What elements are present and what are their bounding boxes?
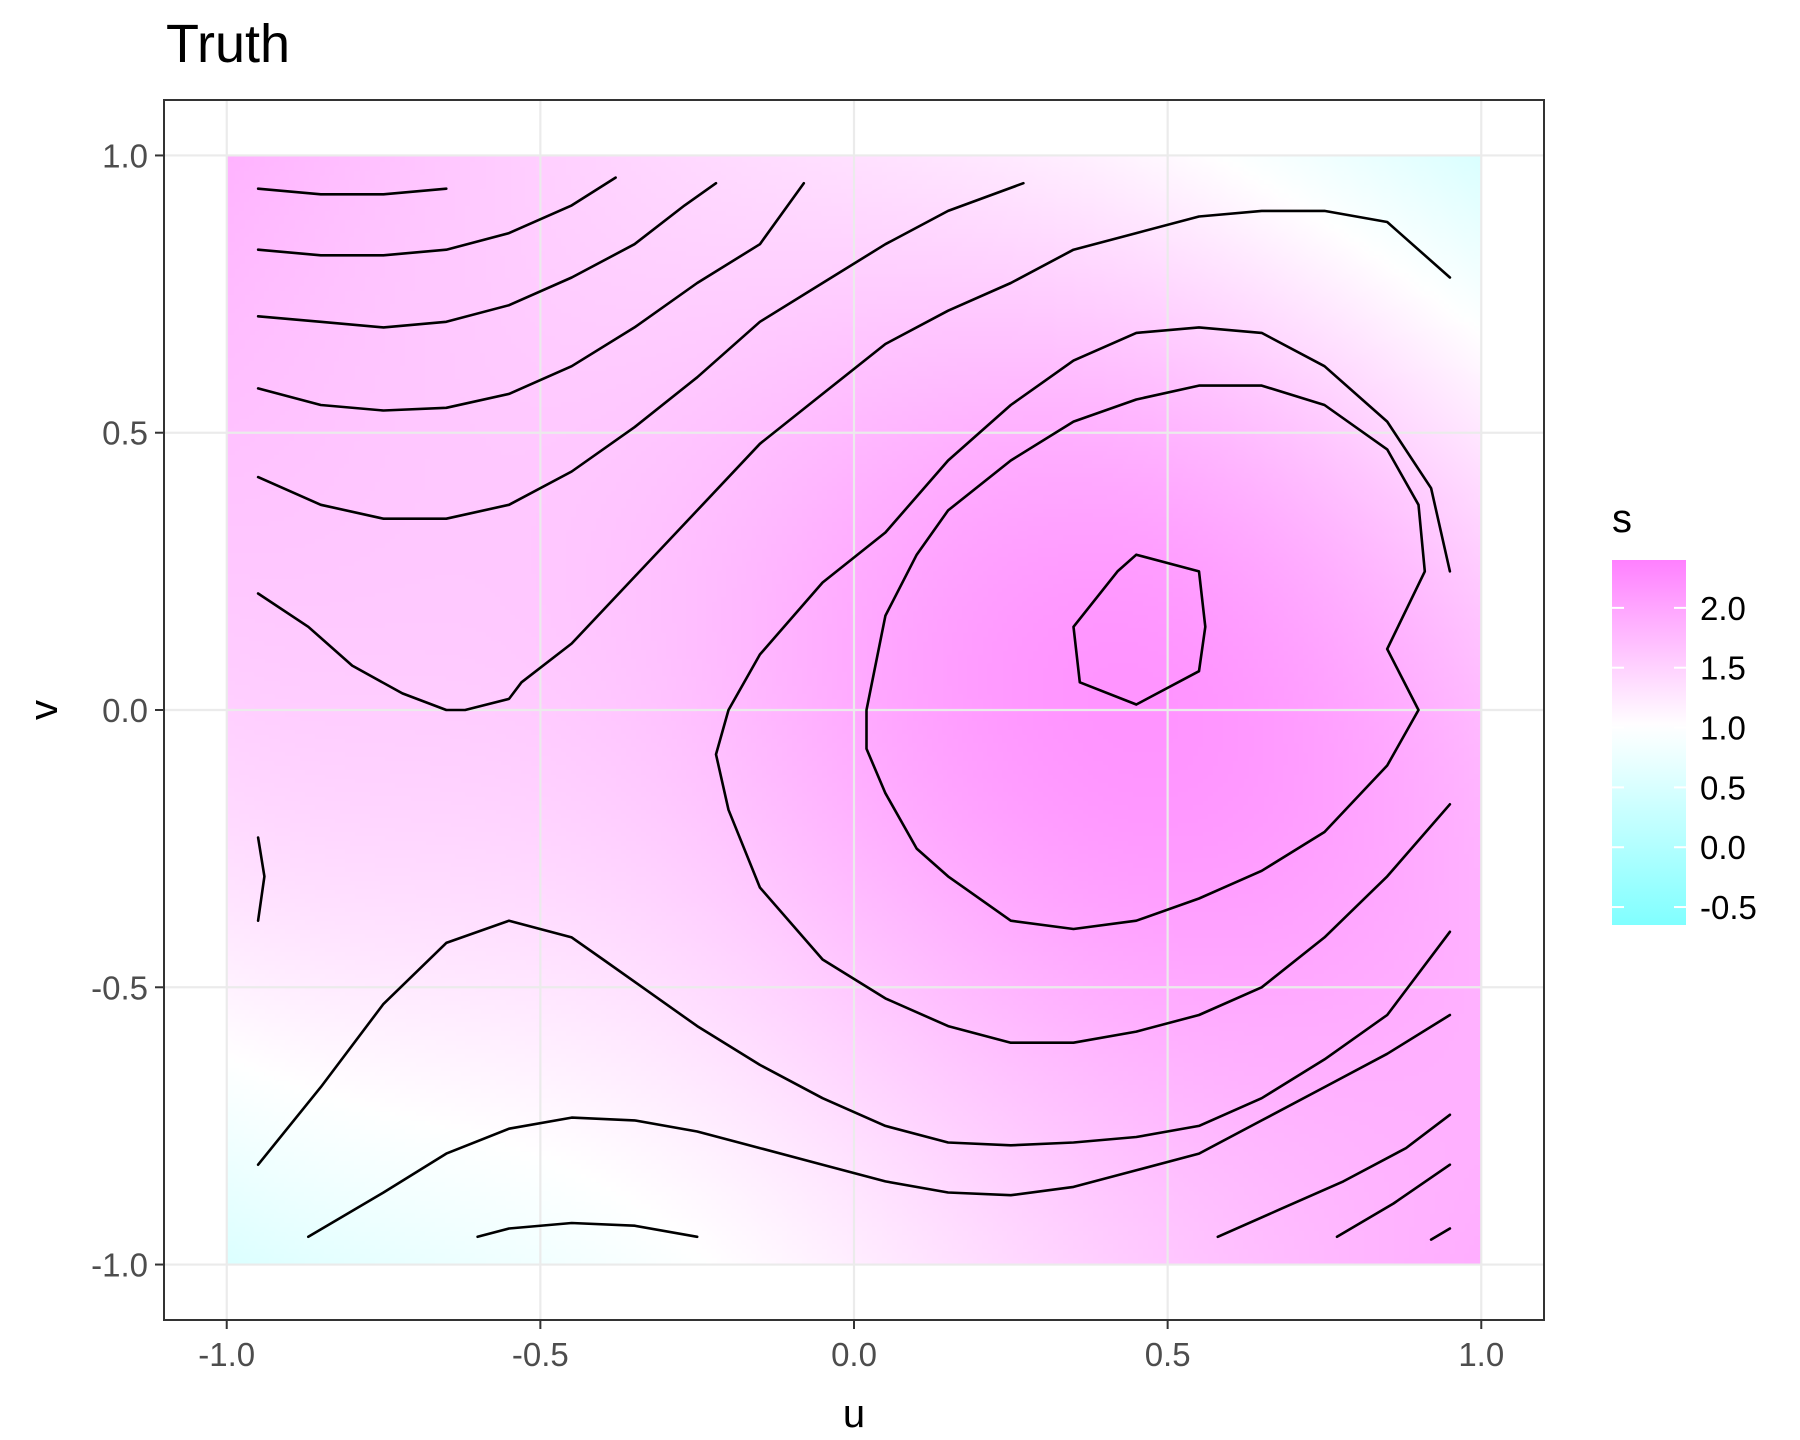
contour-line (256, 209, 1452, 712)
legend-title: s (1612, 497, 1632, 541)
contour-line (256, 836, 266, 923)
legend-tick-label: 1.5 (1700, 650, 1746, 687)
x-tick-label: -0.5 (512, 1336, 569, 1373)
x-tick-label: 0.0 (831, 1336, 877, 1373)
legend-tick-label: -0.5 (1700, 889, 1757, 926)
legend-colorbar (1612, 560, 1686, 925)
grid-lines (164, 100, 1544, 1320)
y-axis-label: v (22, 700, 66, 720)
contour-line (476, 1221, 699, 1239)
legend-tick-label: 2.0 (1700, 590, 1746, 627)
y-tick-label: -0.5 (91, 969, 148, 1006)
contour-line (1335, 1163, 1452, 1239)
contour-lines (256, 176, 1452, 1241)
x-tick-label: 0.5 (1145, 1336, 1191, 1373)
contour-line (1216, 1113, 1452, 1239)
y-tick-label: -1.0 (91, 1247, 148, 1284)
x-axis-label: u (843, 1392, 865, 1436)
y-tick-label: 0.0 (102, 692, 148, 729)
contour-line (1072, 553, 1207, 706)
contour-line (256, 176, 617, 257)
chart-title: Truth (166, 14, 290, 74)
legend-ticks: 2.0 1.5 1.0 0.5 0.0 -0.5 (1612, 590, 1757, 926)
contour-line (714, 326, 1452, 1044)
x-tick-label: 1.0 (1458, 1336, 1504, 1373)
contour-line (256, 181, 718, 329)
legend-tick-label: 0.5 (1700, 769, 1746, 806)
legend: s 2.0 1.5 1.0 0.5 0.0 -0.5 (1612, 497, 1757, 926)
y-axis: -1.0 -0.5 0.0 0.5 1.0 (91, 137, 164, 1284)
contour-line (256, 181, 806, 412)
legend-tick-label: 0.0 (1700, 829, 1746, 866)
contour-line (256, 181, 1025, 521)
contour-line (1429, 1227, 1452, 1241)
x-tick-label: -1.0 (198, 1336, 255, 1373)
contour-line (865, 384, 1427, 931)
y-tick-label: 0.5 (102, 415, 148, 452)
x-axis: -1.0 -0.5 0.0 0.5 1.0 (198, 1320, 1504, 1373)
y-tick-label: 1.0 (102, 137, 148, 174)
contour-line (256, 919, 1452, 1166)
contour-line (256, 187, 448, 196)
legend-tick-label: 1.0 (1700, 710, 1746, 747)
contour-line (306, 1013, 1452, 1239)
